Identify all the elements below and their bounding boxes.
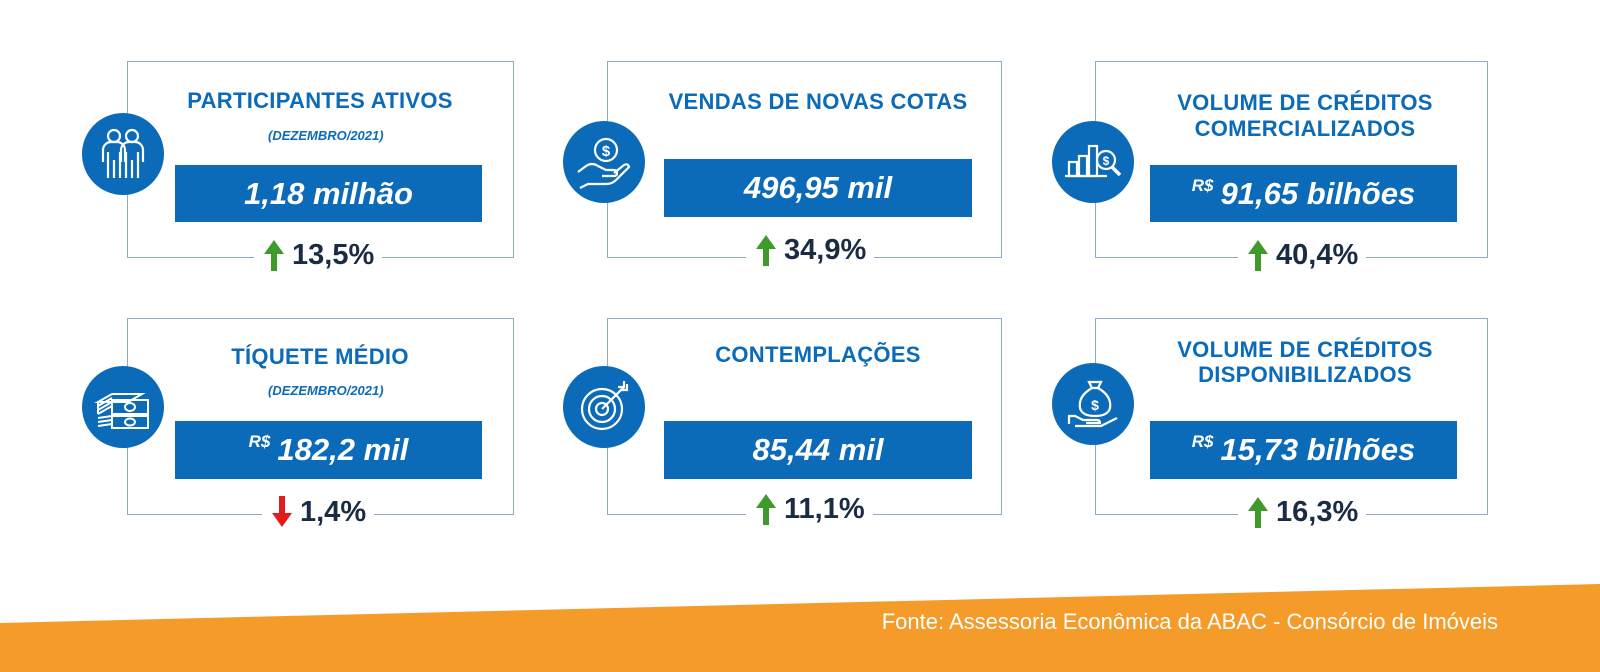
value-box: R$ 15,73 bilhões — [1150, 421, 1457, 479]
value-text: 91,65 bilhões — [1220, 175, 1416, 211]
card-subtitle: (DEZEMBRO/2021) — [268, 128, 384, 143]
value-box: R$ 91,65 bilhões — [1150, 165, 1457, 222]
arrow-up-icon — [1248, 240, 1268, 271]
money-bag-hand-icon: $ — [1052, 363, 1134, 445]
arrow-up-icon — [264, 240, 284, 271]
value-text: 1,18 milhão — [244, 175, 413, 211]
arrow-up-icon — [756, 235, 776, 266]
change-indicator: 34,9% — [746, 233, 875, 267]
card-title: CONTEMPLAÇÕES — [715, 342, 921, 367]
currency-label: R$ — [1191, 432, 1214, 451]
target-icon — [563, 366, 645, 448]
value-text: 496,95 mil — [743, 170, 893, 205]
card-title-line1: VOLUME DE CRÉDITOS — [1177, 90, 1433, 115]
card-title-line2: DISPONIBILIZADOS — [1198, 362, 1412, 387]
svg-text:$: $ — [1091, 397, 1099, 413]
svg-text:$: $ — [602, 143, 611, 160]
money-stack-icon — [82, 366, 164, 448]
svg-text:$: $ — [1103, 154, 1110, 168]
change-value: 13,5% — [292, 238, 375, 271]
arrow-up-icon — [756, 494, 776, 525]
currency-label: R$ — [1191, 175, 1214, 195]
value-box: 496,95 mil — [664, 159, 972, 217]
change-value: 1,4% — [300, 495, 367, 528]
card-volume-creditos-disponibilizados — [1095, 318, 1488, 515]
card-volume-creditos-comercializados — [1095, 61, 1488, 258]
currency-label: R$ — [248, 432, 271, 451]
change-indicator: 40,4% — [1238, 238, 1367, 272]
value-box: 85,44 mil — [664, 421, 972, 479]
card-title-line2: COMERCIALIZADOS — [1194, 116, 1416, 141]
value-text: 15,73 bilhões — [1220, 432, 1416, 467]
change-indicator: 13,5% — [254, 238, 383, 272]
change-indicator: 16,3% — [1238, 495, 1367, 529]
card-title: VENDAS DE NOVAS COTAS — [668, 89, 968, 114]
source-text: Fonte: Assessoria Econômica da ABAC - Co… — [881, 609, 1498, 634]
card-title: TÍQUETE MÉDIO — [231, 344, 409, 369]
card-participantes-ativos — [127, 61, 514, 258]
card-subtitle: (DEZEMBRO/2021) — [268, 383, 384, 398]
value-box: R$ 182,2 mil — [175, 421, 482, 479]
change-value: 34,9% — [784, 233, 867, 266]
change-value: 40,4% — [1276, 238, 1359, 271]
value-text: 182,2 mil — [277, 432, 409, 467]
value-box: 1,18 milhão — [175, 165, 482, 222]
card-title-line1: VOLUME DE CRÉDITOS — [1177, 337, 1433, 362]
change-indicator: 11,1% — [746, 492, 873, 526]
hand-coin-icon: $ — [563, 121, 645, 203]
change-value: 16,3% — [1276, 495, 1359, 528]
card-title: PARTICIPANTES ATIVOS — [187, 88, 453, 113]
arrow-down-icon — [272, 496, 292, 527]
value-text: 85,44 mil — [752, 432, 884, 467]
arrow-up-icon — [1248, 497, 1268, 528]
people-icon — [82, 113, 164, 195]
card-tiquete-medio — [127, 318, 514, 515]
change-value: 11,1% — [784, 492, 865, 525]
chart-magnifier-icon: $ — [1052, 121, 1134, 203]
change-indicator: 1,4% — [262, 495, 375, 529]
